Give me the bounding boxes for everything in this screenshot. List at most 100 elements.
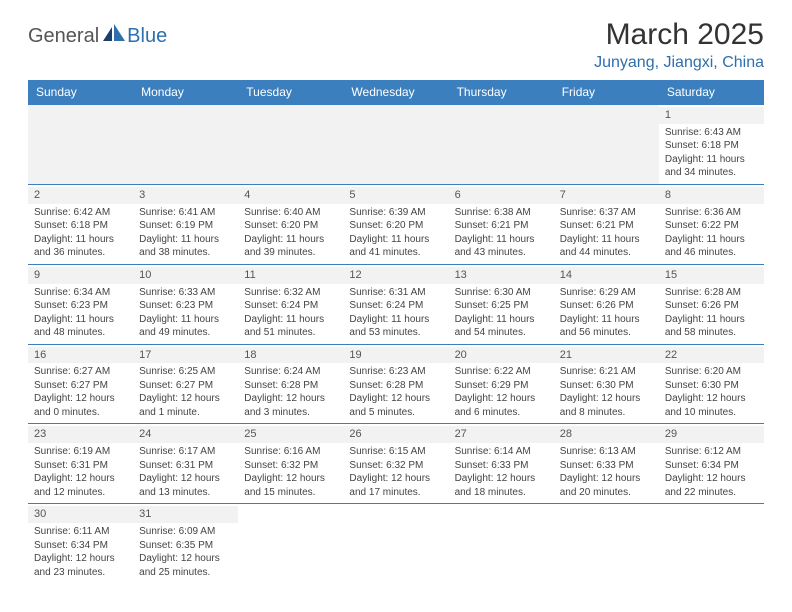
calendar-cell: 4 Sunrise: 6:40 AMSunset: 6:20 PMDaylight…: [238, 184, 343, 264]
day-details: Sunrise: 6:40 AMSunset: 6:20 PMDaylight:…: [244, 206, 337, 260]
day-details: Sunrise: 6:43 AMSunset: 6:18 PMDaylight:…: [665, 126, 758, 180]
sail-icon: [103, 24, 125, 47]
day-number: 29: [659, 426, 764, 443]
title-block: March 2025 Junyang, Jiangxi, China: [594, 18, 764, 72]
logo-text-blue: Blue: [127, 25, 167, 48]
day-number: 8: [659, 187, 764, 204]
logo-text-general: General: [28, 25, 99, 48]
day-details: Sunrise: 6:09 AMSunset: 6:35 PMDaylight:…: [139, 525, 232, 579]
day-number: 21: [554, 347, 659, 364]
calendar-cell: 3 Sunrise: 6:41 AMSunset: 6:19 PMDaylight…: [133, 184, 238, 264]
calendar-cell: 8 Sunrise: 6:36 AMSunset: 6:22 PMDaylight…: [659, 184, 764, 264]
day-details: Sunrise: 6:12 AMSunset: 6:34 PMDaylight:…: [665, 445, 758, 499]
calendar-cell: 17Sunrise: 6:25 AMSunset: 6:27 PMDayligh…: [133, 344, 238, 424]
calendar-row: 2Sunrise: 6:42 AMSunset: 6:18 PMDaylight…: [28, 184, 764, 264]
day-details: Sunrise: 6:32 AMSunset: 6:24 PMDaylight:…: [244, 286, 337, 340]
calendar-cell: [238, 105, 343, 185]
day-number: 30: [28, 506, 133, 523]
weekday-header: Sunday: [28, 80, 133, 105]
day-number: 24: [133, 426, 238, 443]
page-title: March 2025: [594, 18, 764, 52]
weekday-header: Wednesday: [343, 80, 448, 105]
calendar-cell: [554, 105, 659, 185]
calendar-cell: 31Sunrise: 6:09 AMSunset: 6:35 PMDayligh…: [133, 504, 238, 583]
day-number: 15: [659, 267, 764, 284]
calendar-cell: [554, 504, 659, 583]
day-number: 23: [28, 426, 133, 443]
day-details: Sunrise: 6:31 AMSunset: 6:24 PMDaylight:…: [349, 286, 442, 340]
day-number: 1: [659, 107, 764, 124]
day-number: 17: [133, 347, 238, 364]
calendar-cell: 9Sunrise: 6:34 AMSunset: 6:23 PMDaylight…: [28, 264, 133, 344]
location-label: Junyang, Jiangxi, China: [594, 54, 764, 72]
day-number: 26: [343, 426, 448, 443]
day-number: 14: [554, 267, 659, 284]
day-details: Sunrise: 6:38 AMSunset: 6:21 PMDaylight:…: [455, 206, 548, 260]
day-number: 22: [659, 347, 764, 364]
calendar-body: 1 Sunrise: 6:43 AMSunset: 6:18 PMDaylight…: [28, 105, 764, 584]
weekday-header: Saturday: [659, 80, 764, 105]
day-number: 6: [449, 187, 554, 204]
day-details: Sunrise: 6:34 AMSunset: 6:23 PMDaylight:…: [34, 286, 127, 340]
day-details: Sunrise: 6:21 AMSunset: 6:30 PMDaylight:…: [560, 365, 653, 419]
day-number: 20: [449, 347, 554, 364]
calendar-cell: 16Sunrise: 6:27 AMSunset: 6:27 PMDayligh…: [28, 344, 133, 424]
calendar-cell: 21Sunrise: 6:21 AMSunset: 6:30 PMDayligh…: [554, 344, 659, 424]
weekday-header: Monday: [133, 80, 238, 105]
day-details: Sunrise: 6:22 AMSunset: 6:29 PMDaylight:…: [455, 365, 548, 419]
day-details: Sunrise: 6:19 AMSunset: 6:31 PMDaylight:…: [34, 445, 127, 499]
calendar-cell: 29 Sunrise: 6:12 AMSunset: 6:34 PMDayligh…: [659, 424, 764, 504]
day-details: Sunrise: 6:39 AMSunset: 6:20 PMDaylight:…: [349, 206, 442, 260]
day-details: Sunrise: 6:36 AMSunset: 6:22 PMDaylight:…: [665, 206, 758, 260]
day-details: Sunrise: 6:14 AMSunset: 6:33 PMDaylight:…: [455, 445, 548, 499]
day-number: 28: [554, 426, 659, 443]
calendar-cell: 25 Sunrise: 6:16 AMSunset: 6:32 PMDayligh…: [238, 424, 343, 504]
day-number: 19: [343, 347, 448, 364]
day-details: Sunrise: 6:25 AMSunset: 6:27 PMDaylight:…: [139, 365, 232, 419]
day-details: Sunrise: 6:11 AMSunset: 6:34 PMDaylight:…: [34, 525, 127, 579]
calendar-cell: [133, 105, 238, 185]
day-number: 4: [238, 187, 343, 204]
calendar-cell: 2Sunrise: 6:42 AMSunset: 6:18 PMDaylight…: [28, 184, 133, 264]
day-details: Sunrise: 6:20 AMSunset: 6:30 PMDaylight:…: [665, 365, 758, 419]
calendar-cell: 28 Sunrise: 6:13 AMSunset: 6:33 PMDayligh…: [554, 424, 659, 504]
day-number: 27: [449, 426, 554, 443]
day-number: 25: [238, 426, 343, 443]
day-details: Sunrise: 6:27 AMSunset: 6:27 PMDaylight:…: [34, 365, 127, 419]
day-details: Sunrise: 6:13 AMSunset: 6:33 PMDaylight:…: [560, 445, 653, 499]
calendar-cell: 6 Sunrise: 6:38 AMSunset: 6:21 PMDaylight…: [449, 184, 554, 264]
day-details: Sunrise: 6:33 AMSunset: 6:23 PMDaylight:…: [139, 286, 232, 340]
calendar-row: 1 Sunrise: 6:43 AMSunset: 6:18 PMDaylight…: [28, 105, 764, 185]
weekday-header: Friday: [554, 80, 659, 105]
calendar-cell: [238, 504, 343, 583]
day-number: 3: [133, 187, 238, 204]
calendar-cell: 12Sunrise: 6:31 AMSunset: 6:24 PMDayligh…: [343, 264, 448, 344]
calendar-cell: [449, 105, 554, 185]
calendar-row: 9Sunrise: 6:34 AMSunset: 6:23 PMDaylight…: [28, 264, 764, 344]
calendar-cell: [343, 504, 448, 583]
day-details: Sunrise: 6:41 AMSunset: 6:19 PMDaylight:…: [139, 206, 232, 260]
calendar-cell: 7Sunrise: 6:37 AMSunset: 6:21 PMDaylight…: [554, 184, 659, 264]
calendar-table: Sunday Monday Tuesday Wednesday Thursday…: [28, 80, 764, 583]
calendar-cell: 14Sunrise: 6:29 AMSunset: 6:26 PMDayligh…: [554, 264, 659, 344]
day-details: Sunrise: 6:17 AMSunset: 6:31 PMDaylight:…: [139, 445, 232, 499]
calendar-cell: 19Sunrise: 6:23 AMSunset: 6:28 PMDayligh…: [343, 344, 448, 424]
day-details: Sunrise: 6:42 AMSunset: 6:18 PMDaylight:…: [34, 206, 127, 260]
calendar-cell: 22Sunrise: 6:20 AMSunset: 6:30 PMDayligh…: [659, 344, 764, 424]
header: General Blue March 2025 Junyang, Jiangxi…: [28, 18, 764, 72]
calendar-cell: 11 Sunrise: 6:32 AMSunset: 6:24 PMDayligh…: [238, 264, 343, 344]
calendar-cell: 23 Sunrise: 6:19 AMSunset: 6:31 PMDayligh…: [28, 424, 133, 504]
day-number: 11: [238, 267, 343, 284]
calendar-row: 23 Sunrise: 6:19 AMSunset: 6:31 PMDayligh…: [28, 424, 764, 504]
calendar-cell: 5Sunrise: 6:39 AMSunset: 6:20 PMDaylight…: [343, 184, 448, 264]
calendar-cell: [659, 504, 764, 583]
calendar-cell: 10Sunrise: 6:33 AMSunset: 6:23 PMDayligh…: [133, 264, 238, 344]
weekday-header-row: Sunday Monday Tuesday Wednesday Thursday…: [28, 80, 764, 105]
weekday-header: Tuesday: [238, 80, 343, 105]
weekday-header: Thursday: [449, 80, 554, 105]
day-details: Sunrise: 6:37 AMSunset: 6:21 PMDaylight:…: [560, 206, 653, 260]
calendar-cell: 27 Sunrise: 6:14 AMSunset: 6:33 PMDayligh…: [449, 424, 554, 504]
calendar-cell: 24 Sunrise: 6:17 AMSunset: 6:31 PMDayligh…: [133, 424, 238, 504]
day-details: Sunrise: 6:16 AMSunset: 6:32 PMDaylight:…: [244, 445, 337, 499]
calendar-cell: 13Sunrise: 6:30 AMSunset: 6:25 PMDayligh…: [449, 264, 554, 344]
